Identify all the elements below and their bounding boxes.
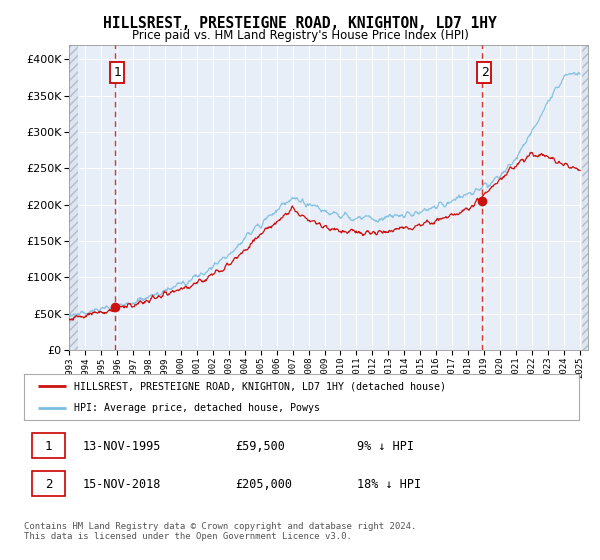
Text: 18% ↓ HPI: 18% ↓ HPI bbox=[357, 478, 421, 491]
Text: £205,000: £205,000 bbox=[235, 478, 292, 491]
Text: Contains HM Land Registry data © Crown copyright and database right 2024.
This d: Contains HM Land Registry data © Crown c… bbox=[24, 522, 416, 542]
Bar bbox=[69, 45, 78, 350]
FancyBboxPatch shape bbox=[32, 471, 65, 496]
FancyBboxPatch shape bbox=[478, 62, 491, 83]
Text: HPI: Average price, detached house, Powys: HPI: Average price, detached house, Powy… bbox=[74, 403, 320, 413]
Text: 13-NOV-1995: 13-NOV-1995 bbox=[82, 440, 161, 453]
Text: Price paid vs. HM Land Registry's House Price Index (HPI): Price paid vs. HM Land Registry's House … bbox=[131, 29, 469, 42]
Bar bbox=[69, 45, 78, 350]
Text: £59,500: £59,500 bbox=[235, 440, 285, 453]
Bar bbox=[583, 45, 588, 350]
Text: 1: 1 bbox=[44, 440, 52, 453]
Text: 15-NOV-2018: 15-NOV-2018 bbox=[82, 478, 161, 491]
FancyBboxPatch shape bbox=[110, 62, 124, 83]
Text: 2: 2 bbox=[44, 478, 52, 491]
Text: 9% ↓ HPI: 9% ↓ HPI bbox=[357, 440, 414, 453]
Text: 1: 1 bbox=[113, 66, 121, 79]
Text: HILLSREST, PRESTEIGNE ROAD, KNIGHTON, LD7 1HY: HILLSREST, PRESTEIGNE ROAD, KNIGHTON, LD… bbox=[103, 16, 497, 31]
Text: 2: 2 bbox=[481, 66, 489, 79]
Text: HILLSREST, PRESTEIGNE ROAD, KNIGHTON, LD7 1HY (detached house): HILLSREST, PRESTEIGNE ROAD, KNIGHTON, LD… bbox=[74, 381, 446, 391]
Bar bbox=[583, 45, 588, 350]
FancyBboxPatch shape bbox=[32, 433, 65, 458]
